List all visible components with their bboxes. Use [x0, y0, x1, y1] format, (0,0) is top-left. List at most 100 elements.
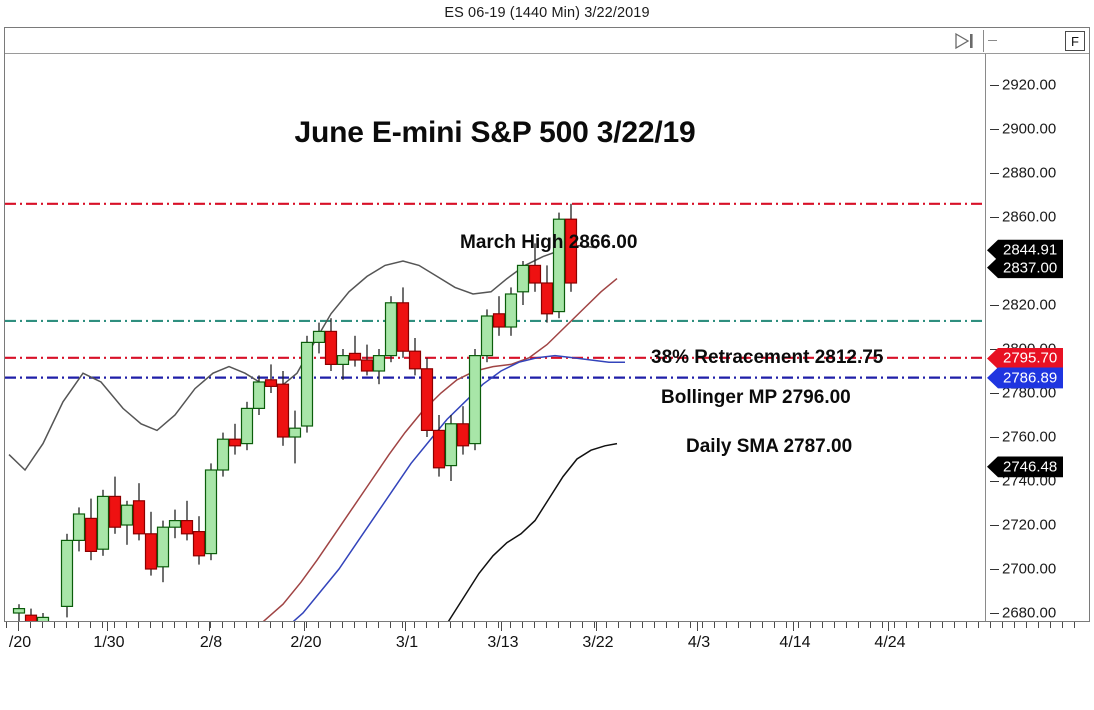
axis-tick-mark — [990, 349, 999, 350]
annotation-label-3: Daily SMA 2787.00 — [686, 436, 853, 457]
x-tick-mark — [726, 622, 727, 628]
x-axis-label: 3/22 — [582, 634, 614, 651]
x-tick-mark — [174, 622, 175, 628]
candlestick — [540, 265, 554, 323]
candlestick — [480, 309, 494, 363]
candlestick — [144, 511, 158, 576]
x-tick-mark — [294, 622, 295, 628]
x-tick-mark — [498, 622, 499, 628]
annotation-label-0: March High 2866.00 — [460, 232, 638, 253]
candlestick — [228, 423, 242, 455]
x-tick-mark — [390, 622, 391, 628]
x-tick-mark — [930, 622, 931, 628]
candlestick — [312, 322, 326, 354]
x-tick-mark — [894, 622, 895, 628]
candlestick — [252, 375, 266, 415]
candlestick — [408, 338, 422, 376]
axis-tick-label: 2700.00 — [1002, 560, 1057, 578]
axis-tick-label: 2680.00 — [1002, 604, 1057, 622]
x-tick-mark — [786, 622, 787, 628]
x-tick-mark — [6, 622, 7, 628]
candlestick — [456, 406, 470, 455]
candlestick — [72, 507, 86, 552]
x-tick-mark — [366, 622, 367, 628]
x-tick-mark — [570, 622, 571, 628]
axis-tick-mark — [990, 85, 999, 86]
x-tick-mark — [630, 622, 631, 628]
candlestick — [204, 463, 218, 561]
axis-tick-mark — [990, 613, 999, 614]
axis-tick-label: 2880.00 — [1002, 164, 1057, 182]
candlestick — [372, 349, 386, 385]
x-axis-label: 2/8 — [199, 634, 223, 651]
x-tick-mark — [642, 622, 643, 628]
axis-tick-mark — [990, 569, 999, 570]
x-tick-mark — [954, 622, 955, 628]
x-tick-mark — [654, 622, 655, 628]
x-tick-major — [596, 622, 597, 631]
candlestick — [168, 509, 182, 539]
axis-tick-label: 2780.00 — [1002, 384, 1057, 402]
x-tick-mark — [1074, 622, 1075, 628]
price-tag-blue: 2786.89 — [987, 367, 1064, 389]
price-tag-black: 2746.48 — [987, 456, 1064, 478]
axis-tick-mark — [990, 393, 999, 394]
x-axis-label: 1/30 — [93, 634, 125, 651]
header-bar: ES 06-19 (1440 Min) 3/22/2019 — [0, 0, 1094, 26]
x-tick-mark — [210, 622, 211, 628]
toolbar-tick-mark — [988, 40, 997, 41]
annotation-label-1: 38% Retracement 2812.75 — [651, 347, 884, 368]
candlestick — [396, 287, 410, 358]
x-tick-major — [304, 622, 305, 631]
x-tick-mark — [870, 622, 871, 628]
candlestick — [504, 287, 518, 336]
x-tick-mark — [1038, 622, 1039, 628]
plot-area[interactable]: June E-mini S&P 500 3/22/19 March High 2… — [5, 54, 985, 621]
x-tick-mark — [354, 622, 355, 628]
x-tick-mark — [858, 622, 859, 628]
axis-tick-mark — [990, 173, 999, 174]
x-tick-mark — [846, 622, 847, 628]
candlestick — [264, 364, 278, 393]
x-tick-mark — [834, 622, 835, 628]
x-tick-mark — [486, 622, 487, 628]
candlestick — [516, 261, 530, 305]
play-to-end-icon[interactable] — [953, 32, 979, 50]
x-axis-label: 3/13 — [487, 634, 519, 651]
x-tick-mark — [510, 622, 511, 628]
x-tick-mark — [330, 622, 331, 628]
x-axis-label: 4/24 — [874, 634, 906, 651]
x-tick-mark — [66, 622, 67, 628]
blue-moving-average-line — [292, 354, 625, 621]
price-tag-red: 2795.70 — [987, 347, 1064, 369]
x-tick-mark — [282, 622, 283, 628]
x-tick-mark — [414, 622, 415, 628]
x-tick-mark — [678, 622, 679, 628]
x-tick-mark — [150, 622, 151, 628]
candlestick — [216, 432, 230, 477]
x-tick-mark — [978, 622, 979, 628]
x-tick-mark — [90, 622, 91, 628]
x-tick-mark — [258, 622, 259, 628]
candlestick — [444, 415, 458, 481]
axis-tick-mark — [990, 217, 999, 218]
candlestick — [552, 212, 566, 319]
red-moving-average-line — [262, 278, 618, 621]
x-tick-mark — [966, 622, 967, 628]
x-tick-mark — [450, 622, 451, 628]
axis-tick-label: 2900.00 — [1002, 120, 1057, 138]
x-tick-major — [209, 622, 210, 631]
candlestick — [276, 371, 290, 446]
axis-tick-label: 2920.00 — [1002, 76, 1057, 94]
price-axis[interactable]: 2920.002900.002880.002860.002820.002800.… — [985, 54, 1089, 622]
candlestick — [12, 604, 26, 621]
candlestick — [240, 401, 254, 451]
f-mode-button[interactable]: F — [1065, 31, 1085, 51]
bollinger-lower-band-line — [447, 442, 618, 621]
x-tick-mark — [234, 622, 235, 628]
x-tick-mark — [426, 622, 427, 628]
x-tick-major — [793, 622, 794, 631]
x-tick-mark — [1050, 622, 1051, 628]
candlestick — [180, 500, 194, 541]
x-tick-mark — [798, 622, 799, 628]
